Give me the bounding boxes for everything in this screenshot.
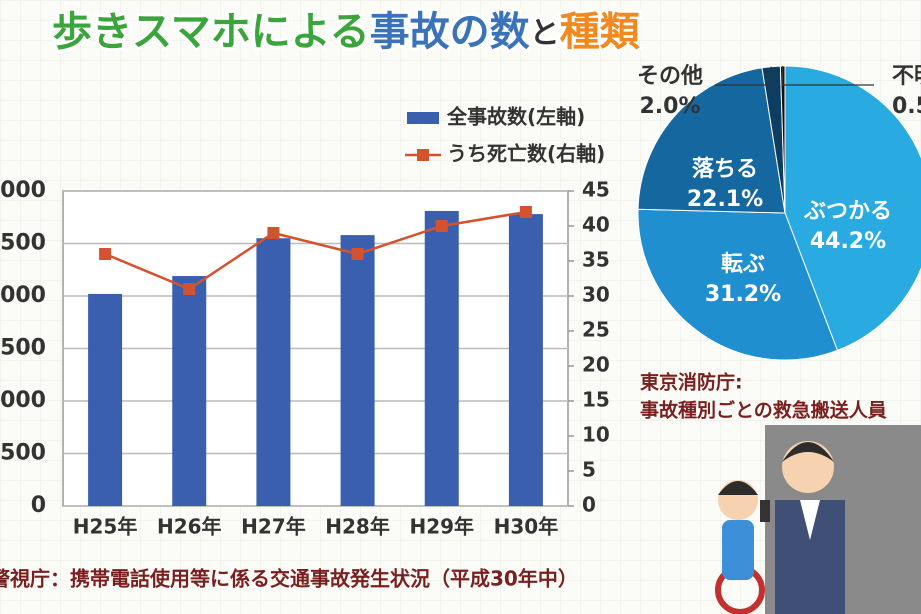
- pie-label: 落ちる: [692, 157, 758, 182]
- pie-value-label: 31.2%: [705, 282, 781, 307]
- pie-label: その他: [637, 64, 703, 89]
- line-marker: [183, 283, 196, 295]
- bar: [88, 293, 123, 506]
- source: 警視庁：携帯電話使用等に係る交通事故発生状況（平成30年中）: [0, 567, 578, 591]
- line-marker: [435, 220, 448, 232]
- title: 歩きスマホによる事故の数と種類: [52, 9, 641, 55]
- x-tick-label: H28年: [325, 515, 390, 539]
- line-marker: [519, 206, 532, 218]
- legend-swatch: [407, 112, 439, 124]
- pie-slice: [637, 208, 839, 361]
- pie-value-label: 44.2%: [810, 229, 886, 254]
- legend-label: うち死亡数(右軸): [447, 142, 605, 166]
- x-tick-label: H27年: [241, 515, 306, 539]
- line: [104, 210, 527, 291]
- y2-tick-label: 0: [582, 493, 596, 517]
- y-tick-label: 2,000: [0, 283, 46, 308]
- line-marker: [351, 248, 364, 260]
- bar: [172, 276, 207, 506]
- y2-tick-label: 30: [582, 283, 610, 307]
- title-part: 事故の数: [370, 9, 530, 55]
- y2-tick-label: 45: [582, 178, 610, 202]
- leader-line: [782, 66, 874, 86]
- title-part: 歩きスマホによる: [52, 9, 370, 55]
- y-tick-label: 0: [31, 493, 46, 518]
- y2-tick-label: 5: [582, 458, 596, 482]
- illustration: [715, 425, 921, 614]
- y2-tick-label: 15: [582, 388, 610, 412]
- x-tick-label: H30年: [494, 515, 559, 539]
- bar: [256, 238, 291, 506]
- x-tick-label: H25年: [73, 515, 138, 539]
- pie-label: 転ぶ: [721, 251, 765, 277]
- bar: [508, 214, 543, 506]
- source: 東京消防庁:: [640, 371, 743, 394]
- y2-tick-label: 25: [582, 318, 610, 342]
- bar: [340, 235, 375, 506]
- title-part: 種類: [560, 9, 641, 55]
- y-tick-label: 500: [0, 441, 46, 466]
- title-part: と: [530, 16, 560, 51]
- y-tick-label: 1,000: [0, 388, 46, 413]
- x-tick-label: H29年: [409, 515, 474, 539]
- pie-value-label: 0.5%: [892, 94, 921, 119]
- y2-tick-label: 40: [582, 213, 610, 237]
- bar: [424, 210, 459, 506]
- pie-slice: [637, 67, 786, 214]
- pie-value-label: 2.0%: [639, 94, 700, 119]
- pie-label: 不明: [892, 64, 921, 89]
- pie-slice: [784, 65, 921, 351]
- pie-slice: [779, 65, 786, 214]
- y-tick-label: 1,500: [0, 336, 46, 361]
- leader-line: [715, 66, 772, 86]
- line-marker: [267, 227, 280, 239]
- y-tick-label: 3,000: [0, 178, 46, 203]
- legend-swatch: [417, 149, 429, 161]
- source: 事故種別ごとの救急搬送人員: [640, 399, 887, 422]
- y2-tick-label: 10: [582, 423, 610, 447]
- pie-value-label: 22.1%: [687, 187, 763, 212]
- line-marker: [99, 248, 112, 260]
- pie-label: ぶつかる: [803, 199, 892, 224]
- y-tick-label: 2,500: [0, 231, 46, 256]
- y2-tick-label: 35: [582, 248, 610, 272]
- legend-label: 全事故数(左軸): [446, 105, 585, 129]
- y2-tick-label: 20: [582, 353, 610, 377]
- x-tick-label: H26年: [157, 515, 222, 539]
